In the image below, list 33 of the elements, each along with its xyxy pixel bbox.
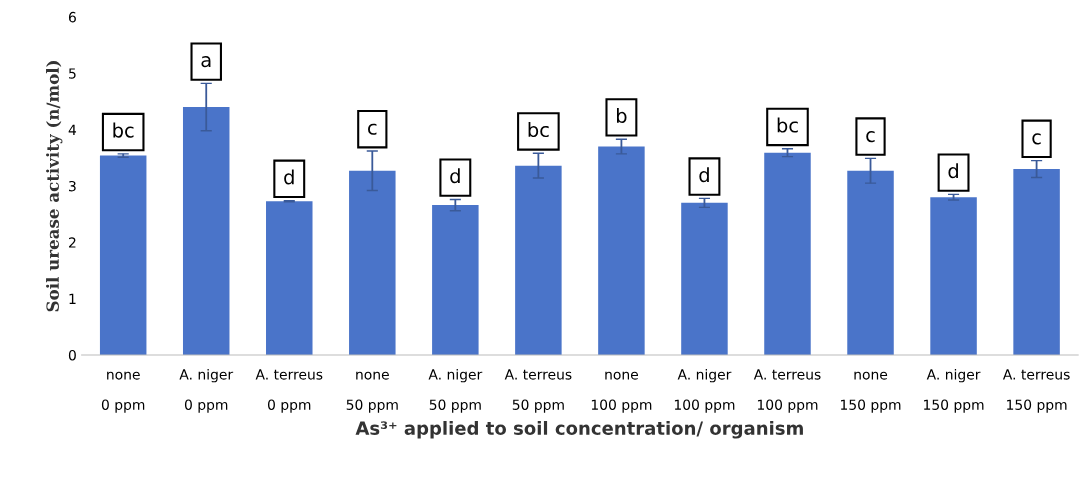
annotation: b (617, 107, 627, 124)
annotation: d (948, 163, 958, 179)
category-label: A. niger 50 ppm (428, 368, 483, 413)
annotation: bc (113, 122, 134, 138)
y-tick-label: 4 (68, 124, 77, 135)
annotation: bc (777, 117, 798, 133)
y-tick-label: 5 (69, 68, 76, 79)
annotation: c (368, 123, 377, 135)
category-label: none 0 ppm (101, 371, 145, 413)
category-label: A. terreus 0 ppm (255, 369, 323, 413)
category-label: A. niger 100 ppm (674, 368, 735, 413)
category-label: none 100 ppm (591, 371, 652, 413)
annotation: c (866, 131, 875, 143)
category-label: A. terreus 100 ppm (753, 369, 821, 413)
y-tick-label: 3 (69, 180, 76, 192)
y-axis-title: Soil urease activity (n/mol) (46, 61, 63, 312)
category-label: A. niger 0 ppm (179, 368, 234, 413)
y-tick-label: 1 (69, 293, 76, 304)
y-tick-label: 6 (68, 11, 76, 23)
category-label: A. terreus 50 ppm (504, 369, 572, 413)
y-tick-label: 2 (68, 237, 76, 248)
y-tick-label: 0 (68, 349, 76, 361)
category-label: none 50 ppm (346, 371, 398, 413)
annotation: c (1032, 133, 1041, 145)
annotation: a (201, 56, 211, 68)
category-label: A. terreus 150 ppm (1002, 369, 1070, 413)
annotation: d (284, 169, 294, 185)
annotation: d (450, 168, 460, 184)
category-label: A. niger 150 ppm (924, 368, 984, 413)
annotation: d (699, 167, 709, 183)
category-label: none 150 ppm (841, 371, 901, 413)
annotation: bc (528, 122, 549, 138)
x-axis-title: As³⁺ applied to soil concentration/ organism (355, 421, 803, 439)
